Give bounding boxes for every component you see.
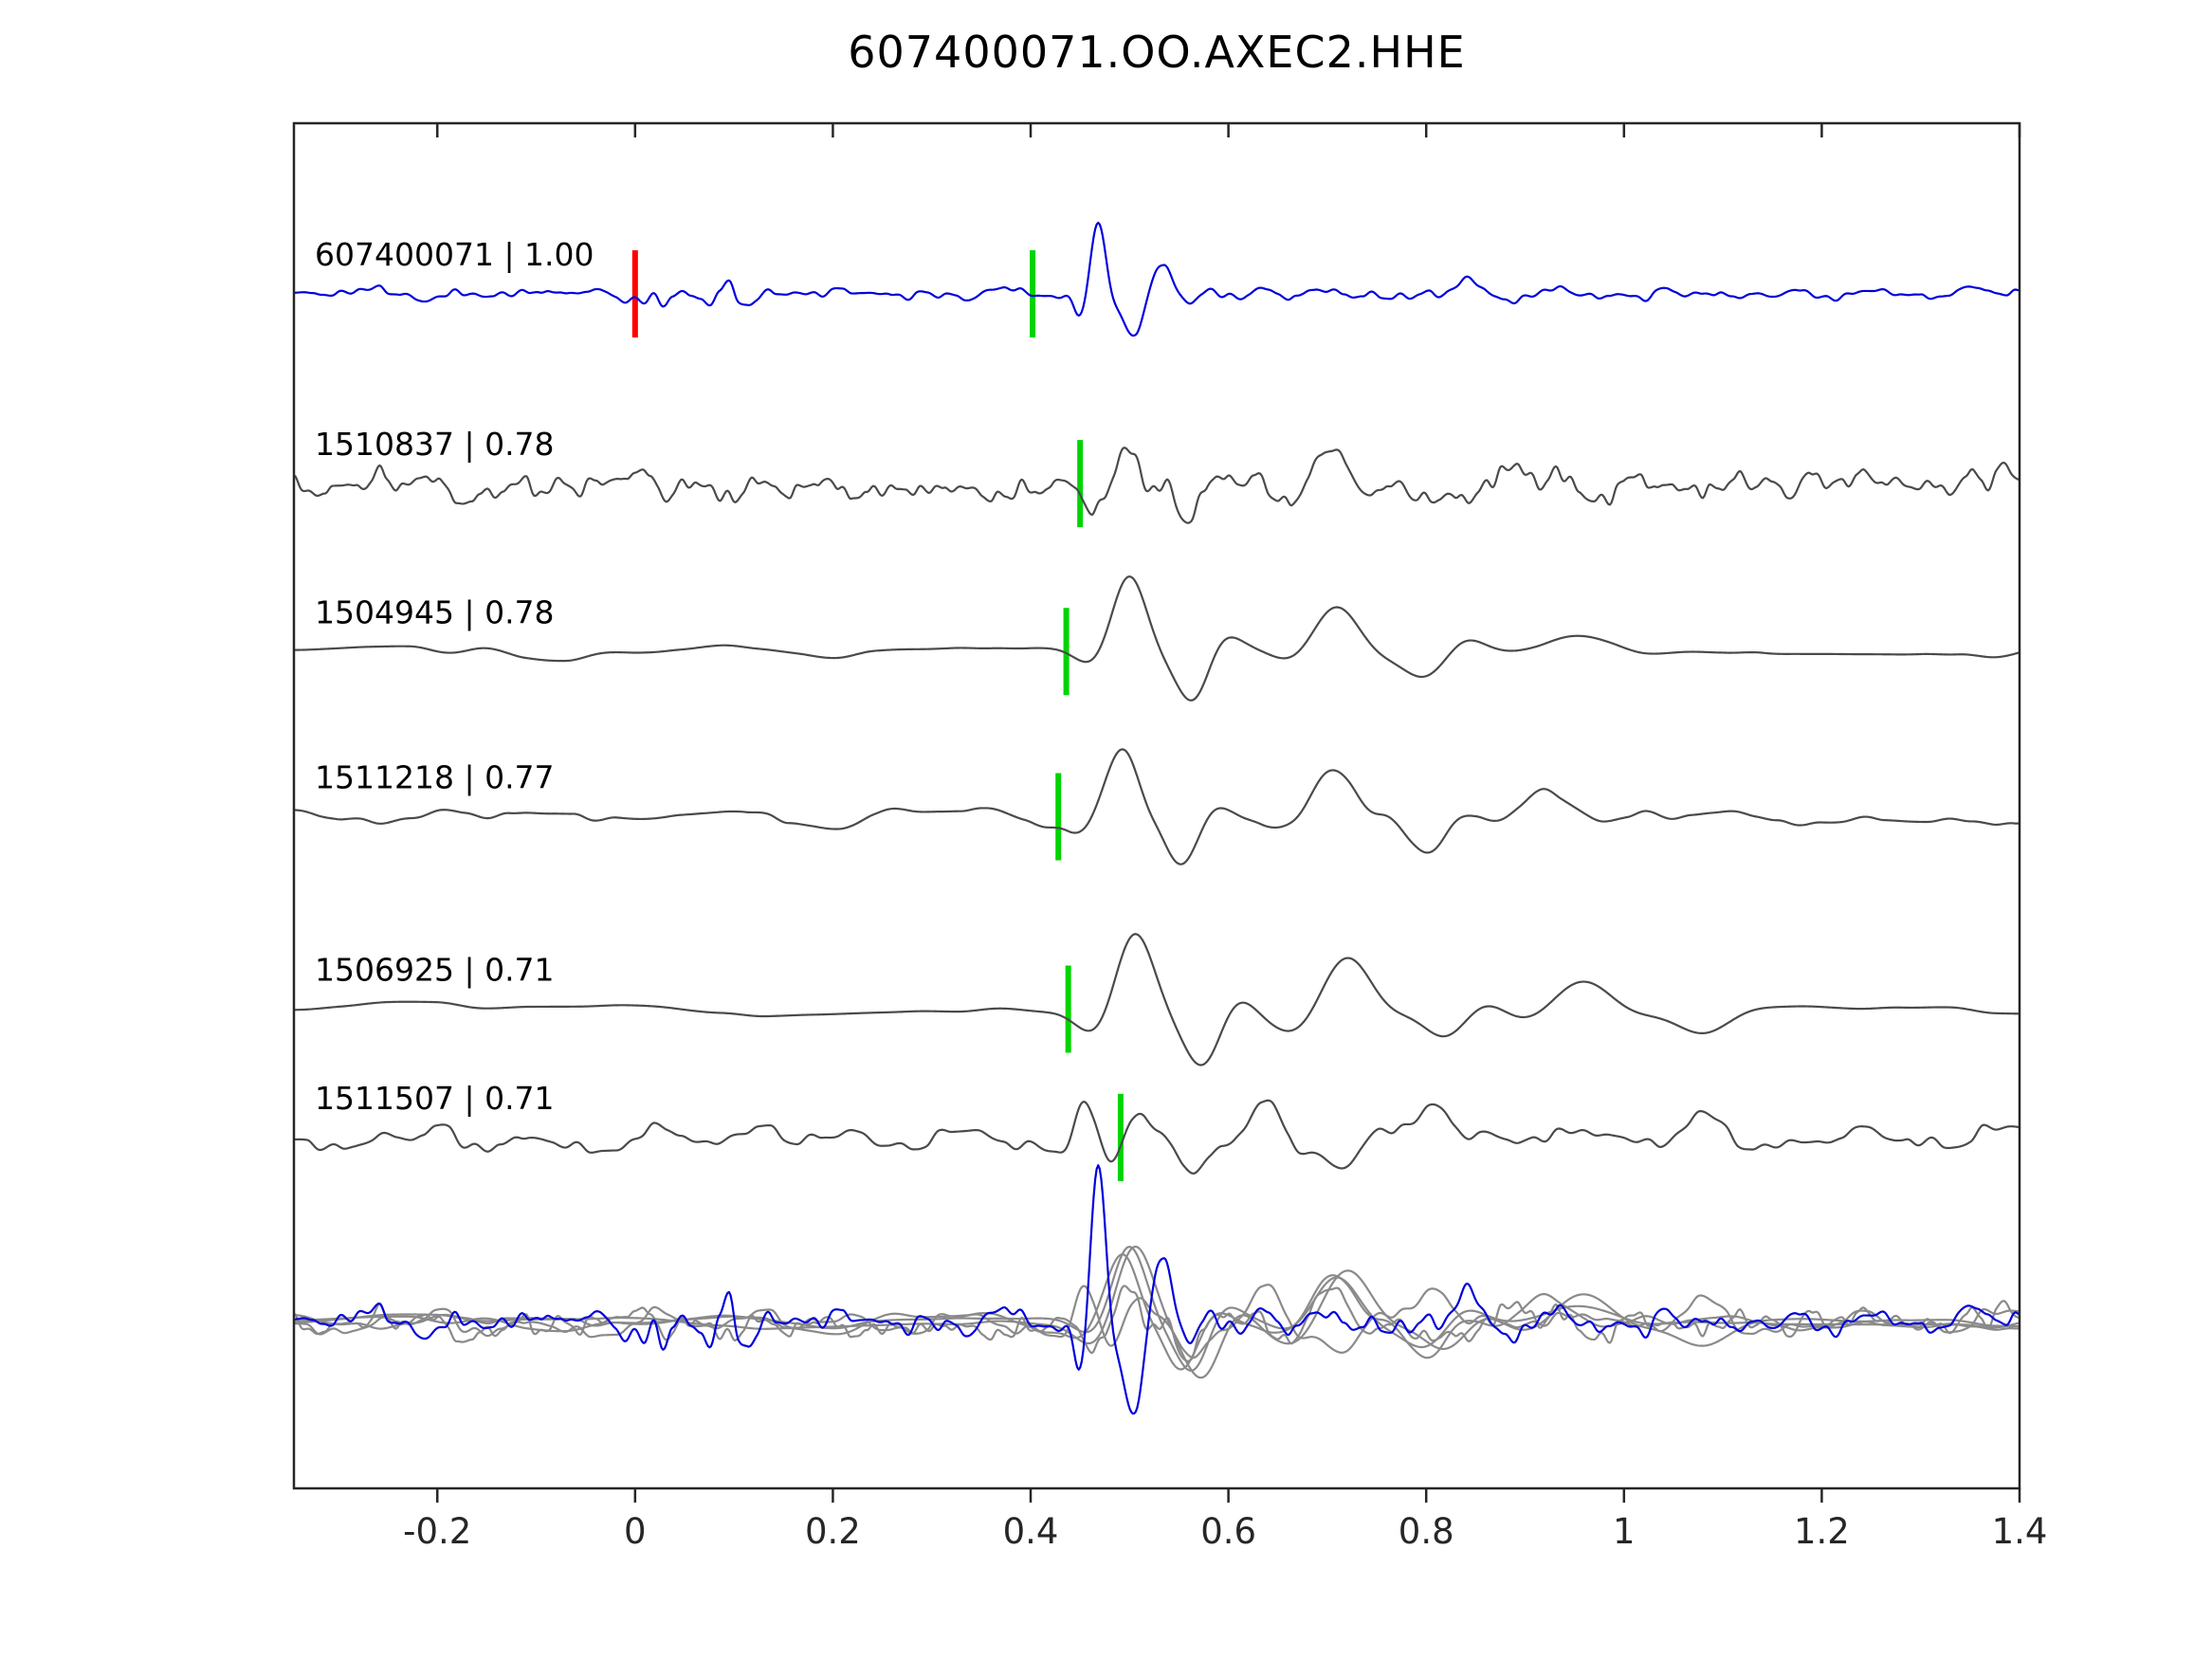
overlay-trace-1511507 xyxy=(294,1284,2020,1359)
figure-title: 607400071.OO.AXEC2.HHE xyxy=(848,27,1466,78)
x-tick-label: 1.4 xyxy=(1992,1511,2048,1552)
plot-face xyxy=(294,123,2020,1488)
waveform-trace-1510837 xyxy=(294,447,2020,524)
waveform-trace-1511218 xyxy=(294,748,2020,866)
x-tick-label: 1 xyxy=(1613,1511,1636,1552)
traces-group: 607400071 | 1.00 1510837 | 0.78 1504945 | … xyxy=(294,221,2020,1415)
waveform-trace-607400071 xyxy=(294,221,2020,337)
x-tick-label: 1.2 xyxy=(1794,1511,1850,1552)
overlay-trace-1511218 xyxy=(294,1253,2020,1371)
trace-label-1511218: 1511218 | 0.77 xyxy=(315,759,555,796)
trace-label-1511507: 1511507 | 0.71 xyxy=(315,1080,555,1117)
x-tick-label: 0.2 xyxy=(805,1511,861,1552)
x-tick-label: 0.4 xyxy=(1003,1511,1059,1552)
overlay-trace-607400071 xyxy=(294,1164,2020,1415)
trace-label-1504945: 1504945 | 0.78 xyxy=(315,593,555,630)
trace-label-607400071: 607400071 | 1.00 xyxy=(315,236,594,273)
waveform-trace-1504945 xyxy=(294,575,2020,702)
x-tick-label: 0 xyxy=(624,1511,647,1552)
trace-label-1510837: 1510837 | 0.78 xyxy=(315,426,555,463)
x-tick-label: 0.8 xyxy=(1398,1511,1454,1552)
waveform-trace-1511507 xyxy=(294,1099,2020,1175)
x-tick-label: -0.2 xyxy=(403,1511,471,1552)
trace-label-1506925: 1506925 | 0.71 xyxy=(315,952,555,989)
x-tick-label: 0.6 xyxy=(1200,1511,1256,1552)
plot-border xyxy=(292,121,2021,1490)
waveform-trace-1506925 xyxy=(294,933,2020,1066)
